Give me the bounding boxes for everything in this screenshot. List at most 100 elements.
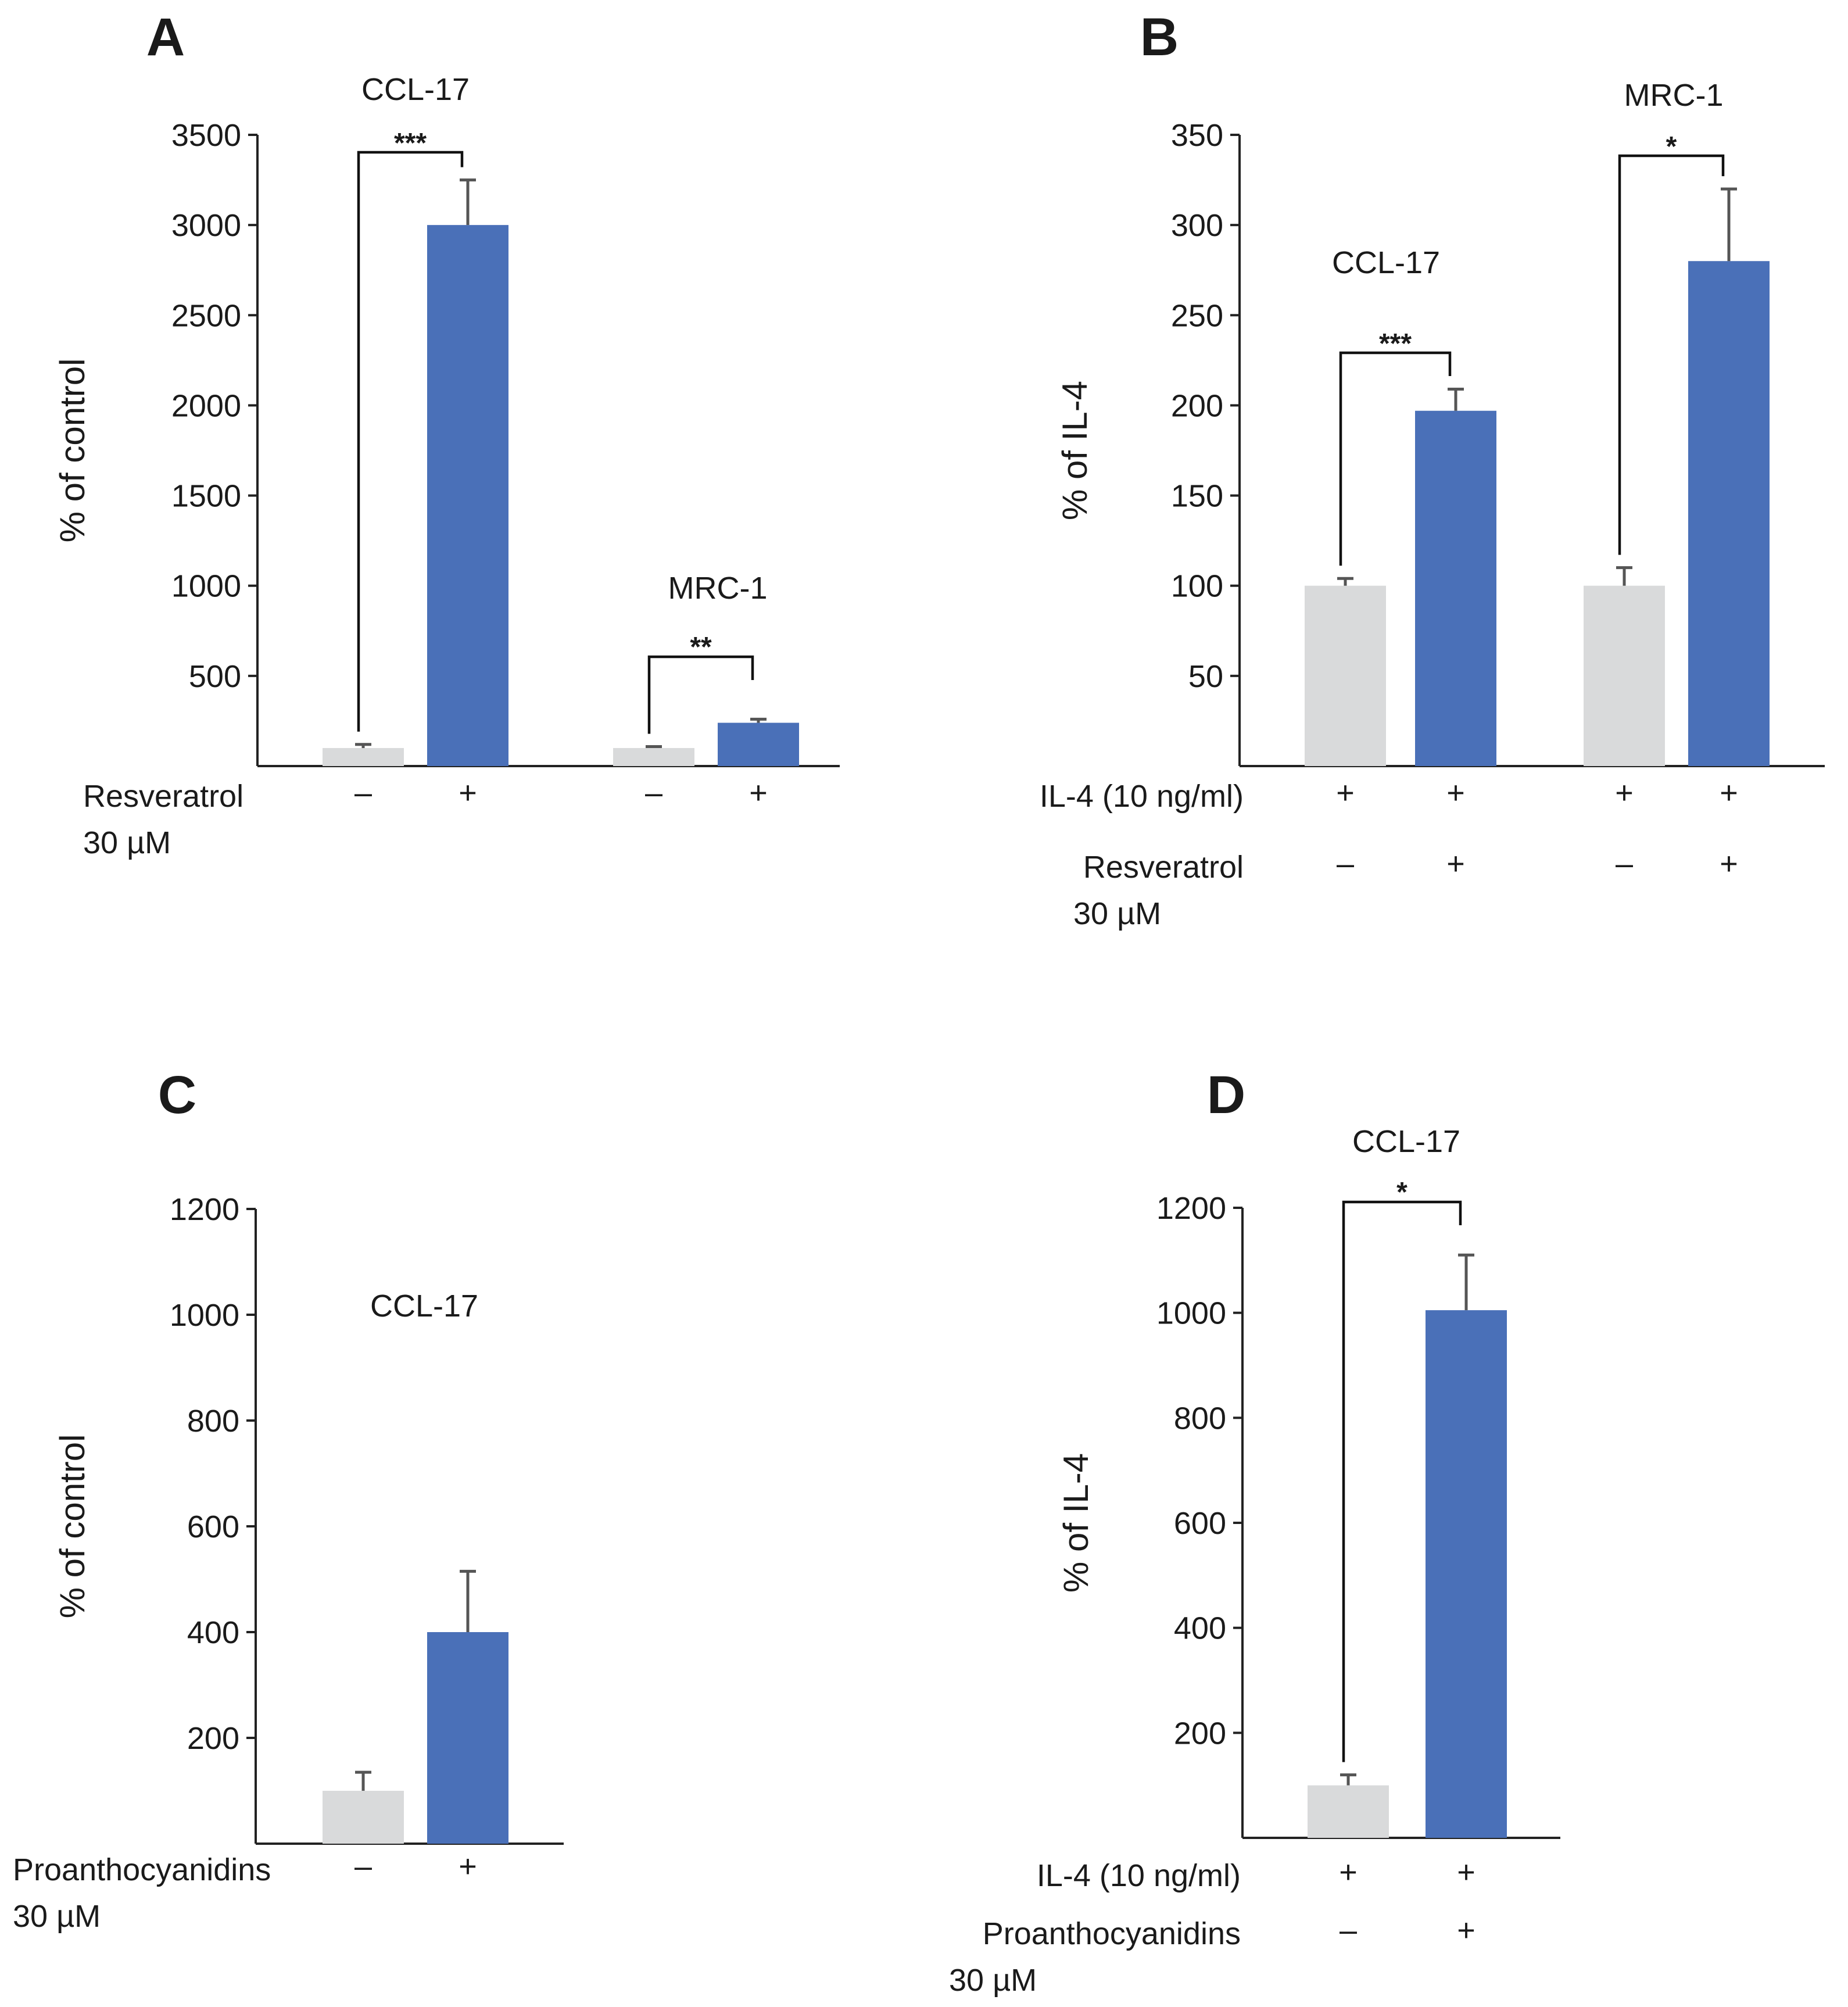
condition-mark: + [1457,1913,1475,1948]
y-tick-label: 100 [1171,569,1223,604]
y-tick-label: 200 [187,1721,239,1756]
bar-treated [1415,410,1496,766]
y-tick-label: 300 [1171,208,1223,243]
bar-treated [427,225,508,767]
y-axis-title: % of control [53,359,92,543]
panel-b: B 50 100 150 200 250 300 350 % of IL-4 CCL-17 *** M… [1040,8,1825,931]
bar-control [323,1791,404,1844]
bar-treated [427,1632,508,1844]
condition-mark: + [1457,1855,1475,1890]
significance-label: * [1396,1177,1408,1208]
condition-mark: + [1446,775,1465,810]
y-tick-label: 800 [187,1404,239,1439]
condition-label: Proanthocyanidins [983,1916,1241,1951]
y-tick-label: 400 [1174,1611,1226,1646]
y-tick-label: 50 [1188,659,1223,694]
bar-control [323,747,404,766]
y-tick-label: 250 [1171,298,1223,333]
condition-label: Resveratrol [83,779,243,814]
panel-a: A 500 1000 1500 2000 2500 3000 3500 % of control… [53,8,840,860]
significance-bracket [647,655,754,734]
y-tick-label: 400 [187,1615,239,1650]
condition-label: Proanthocyanidins [13,1852,271,1887]
error-bar [1616,566,1632,586]
condition-label: 30 µM [13,1899,101,1934]
y-tick-label: 1200 [170,1192,239,1227]
bar-treated [1426,1310,1507,1838]
condition-mark: + [749,775,768,810]
group-label: CCL-17 [361,72,470,107]
y-tick-label: 3500 [171,118,241,153]
error-bar [750,717,767,723]
y-tick-label: 1000 [1156,1296,1226,1331]
panel-letter: C [158,1065,196,1125]
bar-control [1305,585,1386,766]
y-tick-label: 600 [1174,1506,1226,1541]
condition-label: 30 µM [949,1963,1037,1998]
y-tick-label: 1000 [170,1298,239,1333]
condition-mark: – [354,1849,372,1884]
error-bar [460,1569,476,1632]
condition-mark: – [1337,846,1354,881]
y-tick-label: 1500 [171,479,241,514]
group-label: CCL-17 [370,1289,478,1323]
significance-label: * [1666,131,1677,162]
condition-mark: + [1615,775,1634,810]
condition-label: Resveratrol [1083,850,1244,885]
group-label: MRC-1 [1624,78,1724,113]
significance-bracket [1618,154,1725,555]
error-bar [1337,577,1353,586]
condition-label: 30 µM [83,825,171,860]
panel-c: C 200 400 600 800 1000 1200 % of control CCL-17 P… [13,1065,564,1934]
error-bar [1721,187,1737,262]
significance-label: ** [690,632,712,663]
y-tick-label: 2500 [171,298,241,333]
y-tick-label: 1200 [1156,1191,1226,1226]
error-bar [1448,388,1464,411]
group-label: CCL-17 [1332,245,1440,280]
bar-treated [1688,261,1770,766]
y-axis-title: % of control [53,1434,92,1619]
y-axis-title: % of IL-4 [1055,381,1094,520]
panel-letter: B [1140,8,1179,67]
error-bar [1458,1253,1474,1311]
condition-mark: – [354,775,372,810]
y-axis-title: % of IL-4 [1056,1453,1095,1593]
condition-label: IL-4 (10 ng/ml) [1037,1858,1241,1893]
error-bar [646,745,662,748]
y-tick-label: 1000 [171,569,241,604]
significance-label: *** [394,128,427,159]
bar-control [613,747,694,766]
significance-bracket [1342,1200,1462,1762]
condition-mark: + [1339,1855,1358,1890]
bar-control [1584,585,1665,766]
y-tick-label: 500 [189,659,241,694]
y-tick-label: 3000 [171,208,241,243]
significance-bracket [357,151,464,732]
y-tick-label: 200 [1171,388,1223,423]
error-bar [355,1770,371,1791]
significance-label: *** [1379,328,1412,359]
error-bar [355,743,371,748]
bar-treated [718,722,799,766]
group-label: CCL-17 [1352,1124,1460,1159]
y-tick-label: 350 [1171,118,1223,153]
panel-d: D 200 400 600 800 1000 1200 % of IL-4 CCL-17 * IL-… [949,1065,1560,1998]
condition-mark: – [1616,846,1633,881]
error-bar [460,178,476,226]
condition-mark: + [1336,775,1355,810]
condition-mark: + [459,775,477,810]
condition-mark: + [1720,846,1738,881]
condition-mark: – [1340,1913,1357,1948]
condition-mark: + [1720,775,1738,810]
condition-label: 30 µM [1073,896,1161,931]
y-tick-label: 600 [187,1509,239,1544]
panel-letter: A [146,8,185,67]
condition-mark: + [459,1849,477,1884]
bar-control [1308,1785,1389,1838]
group-label: MRC-1 [668,571,768,606]
significance-bracket [1339,351,1452,566]
condition-mark: + [1446,846,1465,881]
error-bar [1340,1773,1356,1786]
